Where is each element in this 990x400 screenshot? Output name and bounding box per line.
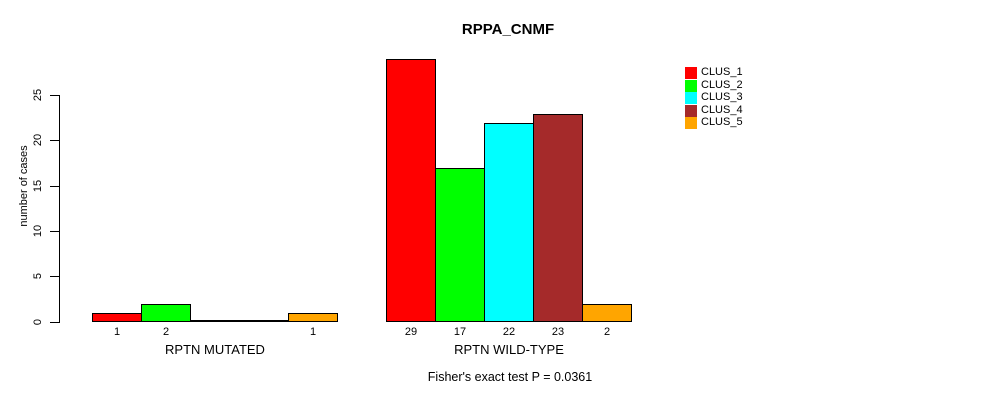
- y-tick-mark: [50, 276, 59, 277]
- bar-value-label: 29: [404, 326, 418, 338]
- bar-CLUS_1: [386, 59, 436, 322]
- group-label-rptn-mutated: RPTN MUTATED: [165, 342, 265, 357]
- bar-value-label: 23: [551, 326, 565, 338]
- y-tick-mark: [50, 231, 59, 232]
- y-tick-label: 20: [32, 133, 44, 147]
- legend-label: CLUS_5: [701, 116, 743, 128]
- y-tick-label: 15: [32, 179, 44, 193]
- legend-item-CLUS_2: CLUS_2: [685, 79, 743, 92]
- y-tick-mark: [50, 95, 59, 96]
- y-tick-label: 0: [32, 318, 44, 326]
- y-tick-label: 25: [32, 88, 44, 102]
- y-axis-line: [59, 95, 60, 323]
- legend-label: CLUS_3: [701, 91, 743, 103]
- legend-item-CLUS_4: CLUS_4: [685, 104, 743, 117]
- y-tick-mark: [50, 322, 59, 323]
- y-tick-mark: [50, 140, 59, 141]
- fisher-test-annotation: Fisher's exact test P = 0.0361: [427, 370, 593, 384]
- legend-swatch-CLUS_4: [685, 104, 697, 117]
- legend-swatch-CLUS_3: [685, 91, 697, 104]
- bar-value-label: 2: [162, 326, 170, 338]
- chart-title: RPPA_CNMF: [461, 21, 555, 38]
- legend-label: CLUS_4: [701, 104, 743, 116]
- bar-CLUS_5: [582, 304, 632, 322]
- bar-value-label: 1: [113, 326, 121, 338]
- bar-CLUS_1: [92, 313, 142, 322]
- bar-value-label: 22: [502, 326, 516, 338]
- y-axis-title: number of cases: [18, 145, 30, 227]
- y-tick-mark: [50, 186, 59, 187]
- legend-label: CLUS_2: [701, 79, 743, 91]
- bar-zero-CLUS_3: [190, 320, 240, 322]
- bar-CLUS_2: [141, 304, 191, 322]
- legend-swatch-CLUS_5: [685, 116, 697, 129]
- legend-swatch-CLUS_1: [685, 66, 697, 79]
- bar-value-label: 17: [453, 326, 467, 338]
- legend-item-CLUS_5: CLUS_5: [685, 116, 743, 129]
- legend-item-CLUS_1: CLUS_1: [685, 66, 743, 79]
- y-tick-label: 5: [32, 272, 44, 280]
- bar-CLUS_2: [435, 168, 485, 322]
- group-label-rptn-wild-type: RPTN WILD-TYPE: [454, 342, 564, 357]
- bar-CLUS_5: [288, 313, 338, 322]
- bar-CLUS_4: [533, 114, 583, 322]
- bar-zero-CLUS_4: [239, 320, 289, 322]
- y-tick-label: 10: [32, 224, 44, 238]
- bar-value-label: 1: [309, 326, 317, 338]
- bar-value-label: 2: [603, 326, 611, 338]
- legend-item-CLUS_3: CLUS_3: [685, 91, 743, 104]
- legend-swatch-CLUS_2: [685, 79, 697, 92]
- bar-CLUS_3: [484, 123, 534, 322]
- legend-label: CLUS_1: [701, 66, 743, 78]
